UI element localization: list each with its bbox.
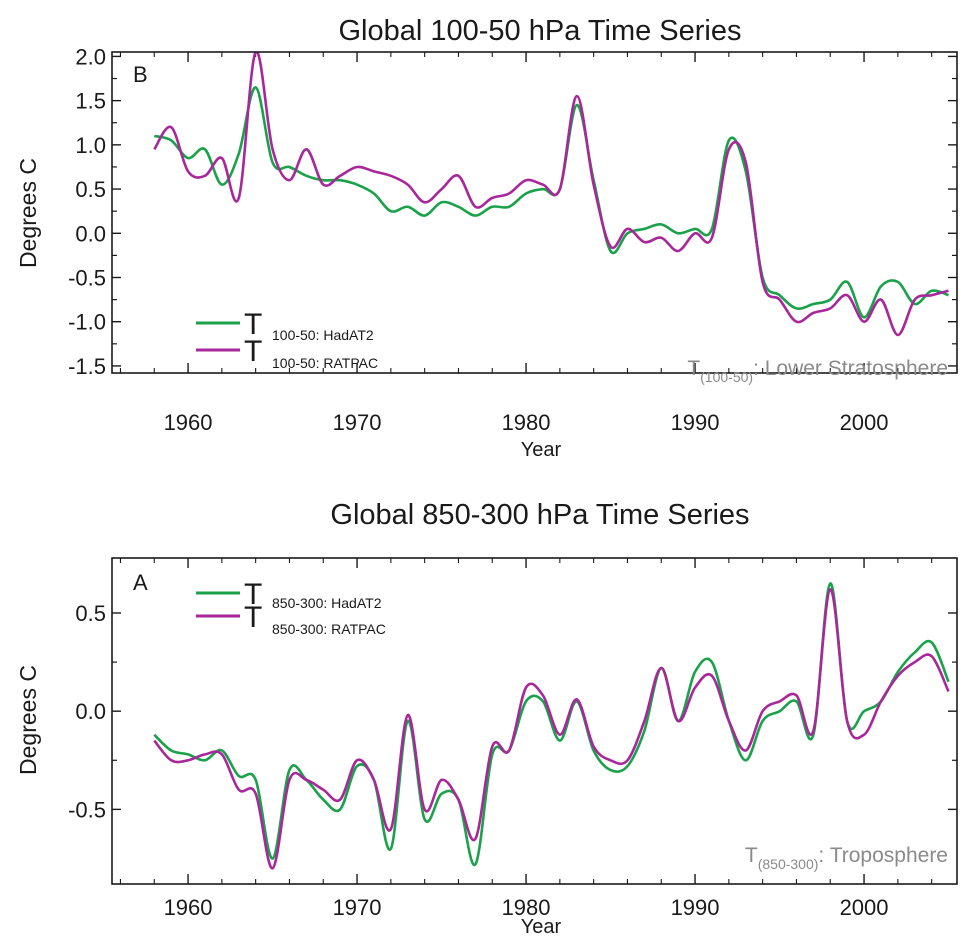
series-lines-stratosphere [153,52,949,337]
annotation-stratosphere: T(100-50): Lower Stratosphere [687,357,948,385]
y-axis-label-troposphere: Degrees C [15,665,41,775]
x-tick-label-stratosphere-0: 1960 [164,410,213,435]
legend-symbol-ratpac-stratosphere: T [244,335,262,368]
series-line-ratpac-stratosphere [153,52,949,337]
panel-label-b: B [133,62,148,87]
legend-label-hadat2-stratosphere: 100-50: HadAT2 [272,327,374,343]
legend-symbol-ratpac-troposphere: T [244,601,262,634]
annotation-troposphere: T(850-300): Troposphere [745,844,948,872]
y-tick-label-stratosphere-1: 1.5 [75,89,106,114]
y-tick-label-stratosphere-3: 0.5 [75,177,106,202]
y-tick-label-stratosphere-5: -0.5 [68,265,106,290]
legend-troposphere: T 850-300: HadAT2 T 850-300: RATPAC [196,578,386,637]
y-tick-label-stratosphere-2: 1.0 [75,133,106,158]
stratosphere-panel: Global 100-50 hPa Time Series Degrees C … [15,15,958,461]
x-axis-label-troposphere: Year [521,916,562,936]
x-tick-label-troposphere-3: 1990 [671,895,720,920]
legend-stratosphere: T 100-50: HadAT2 T 100-50: RATPAC [196,308,378,371]
x-tick-label-stratosphere-4: 2000 [840,410,889,435]
x-tick-label-stratosphere-3: 1990 [671,410,720,435]
legend-symbol-hadat2-stratosphere: T [244,308,262,341]
legend-label-ratpac-stratosphere: 100-50: RATPAC [272,355,378,371]
x-tick-label-troposphere-4: 2000 [840,895,889,920]
tick-marks-troposphere [112,558,957,884]
legend-label-ratpac-troposphere: 850-300: RATPAC [272,621,386,637]
x-tick-label-troposphere-2: 1980 [502,895,551,920]
y-tick-label-stratosphere-6: -1.0 [68,310,106,335]
y-tick-labels-stratosphere: 2.0 1.5 1.0 0.5 0.0 -0.5 -1.0 -1.5 [68,44,106,379]
y-tick-label-troposphere-2: -0.5 [68,797,106,822]
chart-title-stratosphere: Global 100-50 hPa Time Series [339,15,742,47]
y-tick-labels-troposphere: 0.5 0.0 -0.5 [68,601,106,822]
troposphere-panel: Global 850-300 hPa Time Series Degrees C… [15,499,958,936]
x-tick-labels-troposphere: 1960 1970 1980 1990 2000 [164,895,889,920]
series-line-hadat2-stratosphere [153,86,949,319]
panel-label-a: A [133,570,148,595]
y-tick-label-stratosphere-0: 2.0 [75,44,106,69]
x-tick-label-troposphere-1: 1970 [333,895,382,920]
x-tick-label-stratosphere-1: 1970 [333,410,382,435]
y-tick-label-stratosphere-4: 0.0 [75,221,106,246]
series-line-ratpac-troposphere [153,588,950,870]
legend-symbol-hadat2-troposphere: T [244,578,262,611]
legend-label-hadat2-troposphere: 850-300: HadAT2 [272,595,382,611]
y-tick-label-stratosphere-7: -1.5 [68,354,106,379]
chart-title-troposphere: Global 850-300 hPa Time Series [330,499,749,531]
x-tick-label-troposphere-0: 1960 [164,895,213,920]
y-tick-label-troposphere-1: 0.0 [75,699,106,724]
y-tick-label-troposphere-0: 0.5 [75,601,106,626]
x-axis-label-stratosphere: Year [521,439,562,461]
series-lines-troposphere [153,582,950,870]
x-tick-labels-stratosphere: 1960 1970 1980 1990 2000 [164,410,889,435]
tick-marks-stratosphere [112,52,957,373]
plot-frame-stratosphere [111,51,958,374]
y-axis-label-stratosphere: Degrees C [15,158,41,268]
plot-frame-troposphere [111,557,958,885]
x-tick-label-stratosphere-2: 1980 [502,410,551,435]
